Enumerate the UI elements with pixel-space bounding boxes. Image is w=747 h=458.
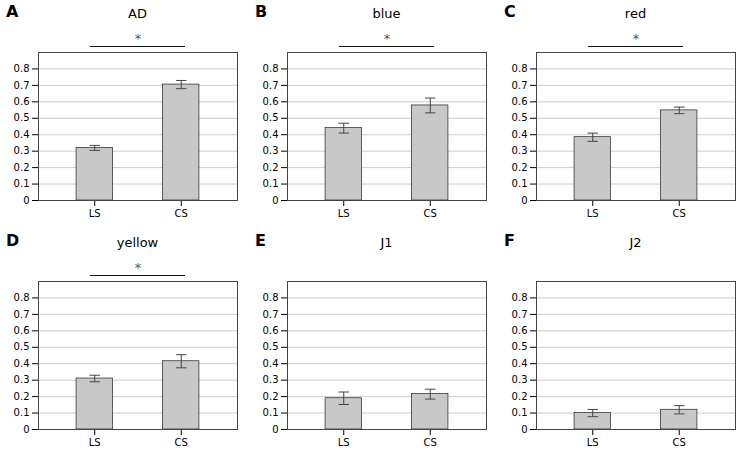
svg-text:0.6: 0.6 (512, 325, 528, 336)
svg-text:0.1: 0.1 (512, 407, 528, 418)
svg-text:*: * (135, 31, 142, 46)
svg-text:0.2: 0.2 (512, 162, 528, 173)
svg-text:CS: CS (175, 437, 188, 448)
svg-text:0.3: 0.3 (14, 145, 30, 156)
svg-text:*: * (135, 260, 142, 275)
html-text:C: C (504, 2, 516, 21)
svg-text:0.4: 0.4 (14, 358, 30, 369)
svg-text:*: * (633, 31, 640, 46)
html-text:E: E (255, 231, 266, 250)
svg-text:0.4: 0.4 (14, 129, 30, 140)
svg-text:0.3: 0.3 (512, 374, 528, 385)
svg-text:0.3: 0.3 (263, 374, 279, 385)
svg-text:0.2: 0.2 (263, 391, 279, 402)
svg-text:0.1: 0.1 (263, 178, 279, 189)
svg-text:0: 0 (521, 195, 527, 206)
svg-text:0.6: 0.6 (14, 325, 30, 336)
svg-text:0.8: 0.8 (263, 63, 279, 74)
svg-text:0.4: 0.4 (263, 358, 279, 369)
svg-text:CS: CS (424, 208, 437, 219)
svg-text:0.8: 0.8 (512, 63, 528, 74)
svg-text:CS: CS (175, 208, 188, 219)
svg-text:0.4: 0.4 (263, 129, 279, 140)
svg-text:LS: LS (338, 437, 350, 448)
svg-text:0.2: 0.2 (263, 162, 279, 173)
svg-text:0.5: 0.5 (263, 341, 279, 352)
svg-text:0.6: 0.6 (14, 96, 30, 107)
svg-text:0: 0 (272, 424, 278, 435)
svg-text:0: 0 (23, 195, 29, 206)
svg-text:0.8: 0.8 (263, 292, 279, 303)
html-text:B: B (255, 2, 268, 21)
svg-text:0.6: 0.6 (512, 96, 528, 107)
svg-text:0.7: 0.7 (263, 80, 279, 91)
svg-text:0.3: 0.3 (263, 145, 279, 156)
svg-text:LS: LS (587, 437, 599, 448)
svg-text:0.7: 0.7 (14, 309, 30, 320)
svg-text:0.7: 0.7 (512, 309, 528, 320)
svg-text:LS: LS (89, 437, 101, 448)
svg-text:0.1: 0.1 (14, 407, 30, 418)
svg-text:*: * (384, 31, 391, 46)
svg-text:0.8: 0.8 (512, 292, 528, 303)
svg-text:0: 0 (272, 195, 278, 206)
svg-text:0.6: 0.6 (263, 96, 279, 107)
html-text:A: A (6, 2, 19, 21)
svg-text:0.8: 0.8 (14, 292, 30, 303)
html-text:F: F (504, 231, 515, 250)
html-text:J2: J2 (629, 235, 642, 250)
html-text:yellow: yellow (116, 235, 159, 250)
svg-text:CS: CS (673, 208, 686, 219)
svg-text:0.3: 0.3 (14, 374, 30, 385)
svg-text:0.8: 0.8 (14, 63, 30, 74)
svg-text:CS: CS (673, 437, 686, 448)
svg-text:0.6: 0.6 (263, 325, 279, 336)
svg-text:0.1: 0.1 (512, 178, 528, 189)
svg-text:LS: LS (89, 208, 101, 219)
svg-text:0.3: 0.3 (512, 145, 528, 156)
html-text:red: red (624, 6, 647, 21)
svg-text:0.5: 0.5 (14, 341, 30, 352)
svg-text:0.1: 0.1 (14, 178, 30, 189)
svg-text:0.2: 0.2 (14, 162, 30, 173)
svg-text:0.7: 0.7 (263, 309, 279, 320)
svg-text:0.5: 0.5 (14, 112, 30, 123)
svg-text:0.5: 0.5 (512, 112, 528, 123)
svg-text:LS: LS (338, 208, 350, 219)
svg-text:0.2: 0.2 (512, 391, 528, 402)
svg-text:CS: CS (424, 437, 437, 448)
svg-text:0.4: 0.4 (512, 358, 528, 369)
html-text:AD: AD (128, 6, 147, 21)
svg-text:0.4: 0.4 (512, 129, 528, 140)
svg-text:0.5: 0.5 (512, 341, 528, 352)
html-text:blue: blue (372, 6, 401, 21)
html-text:J1: J1 (380, 235, 393, 250)
svg-text:0.2: 0.2 (14, 391, 30, 402)
html-text:D: D (6, 231, 20, 250)
svg-text:0.7: 0.7 (14, 80, 30, 91)
svg-text:0: 0 (23, 424, 29, 435)
svg-text:0.7: 0.7 (512, 80, 528, 91)
svg-text:0.1: 0.1 (263, 407, 279, 418)
svg-text:0: 0 (521, 424, 527, 435)
svg-text:0.5: 0.5 (263, 112, 279, 123)
svg-text:LS: LS (587, 208, 599, 219)
